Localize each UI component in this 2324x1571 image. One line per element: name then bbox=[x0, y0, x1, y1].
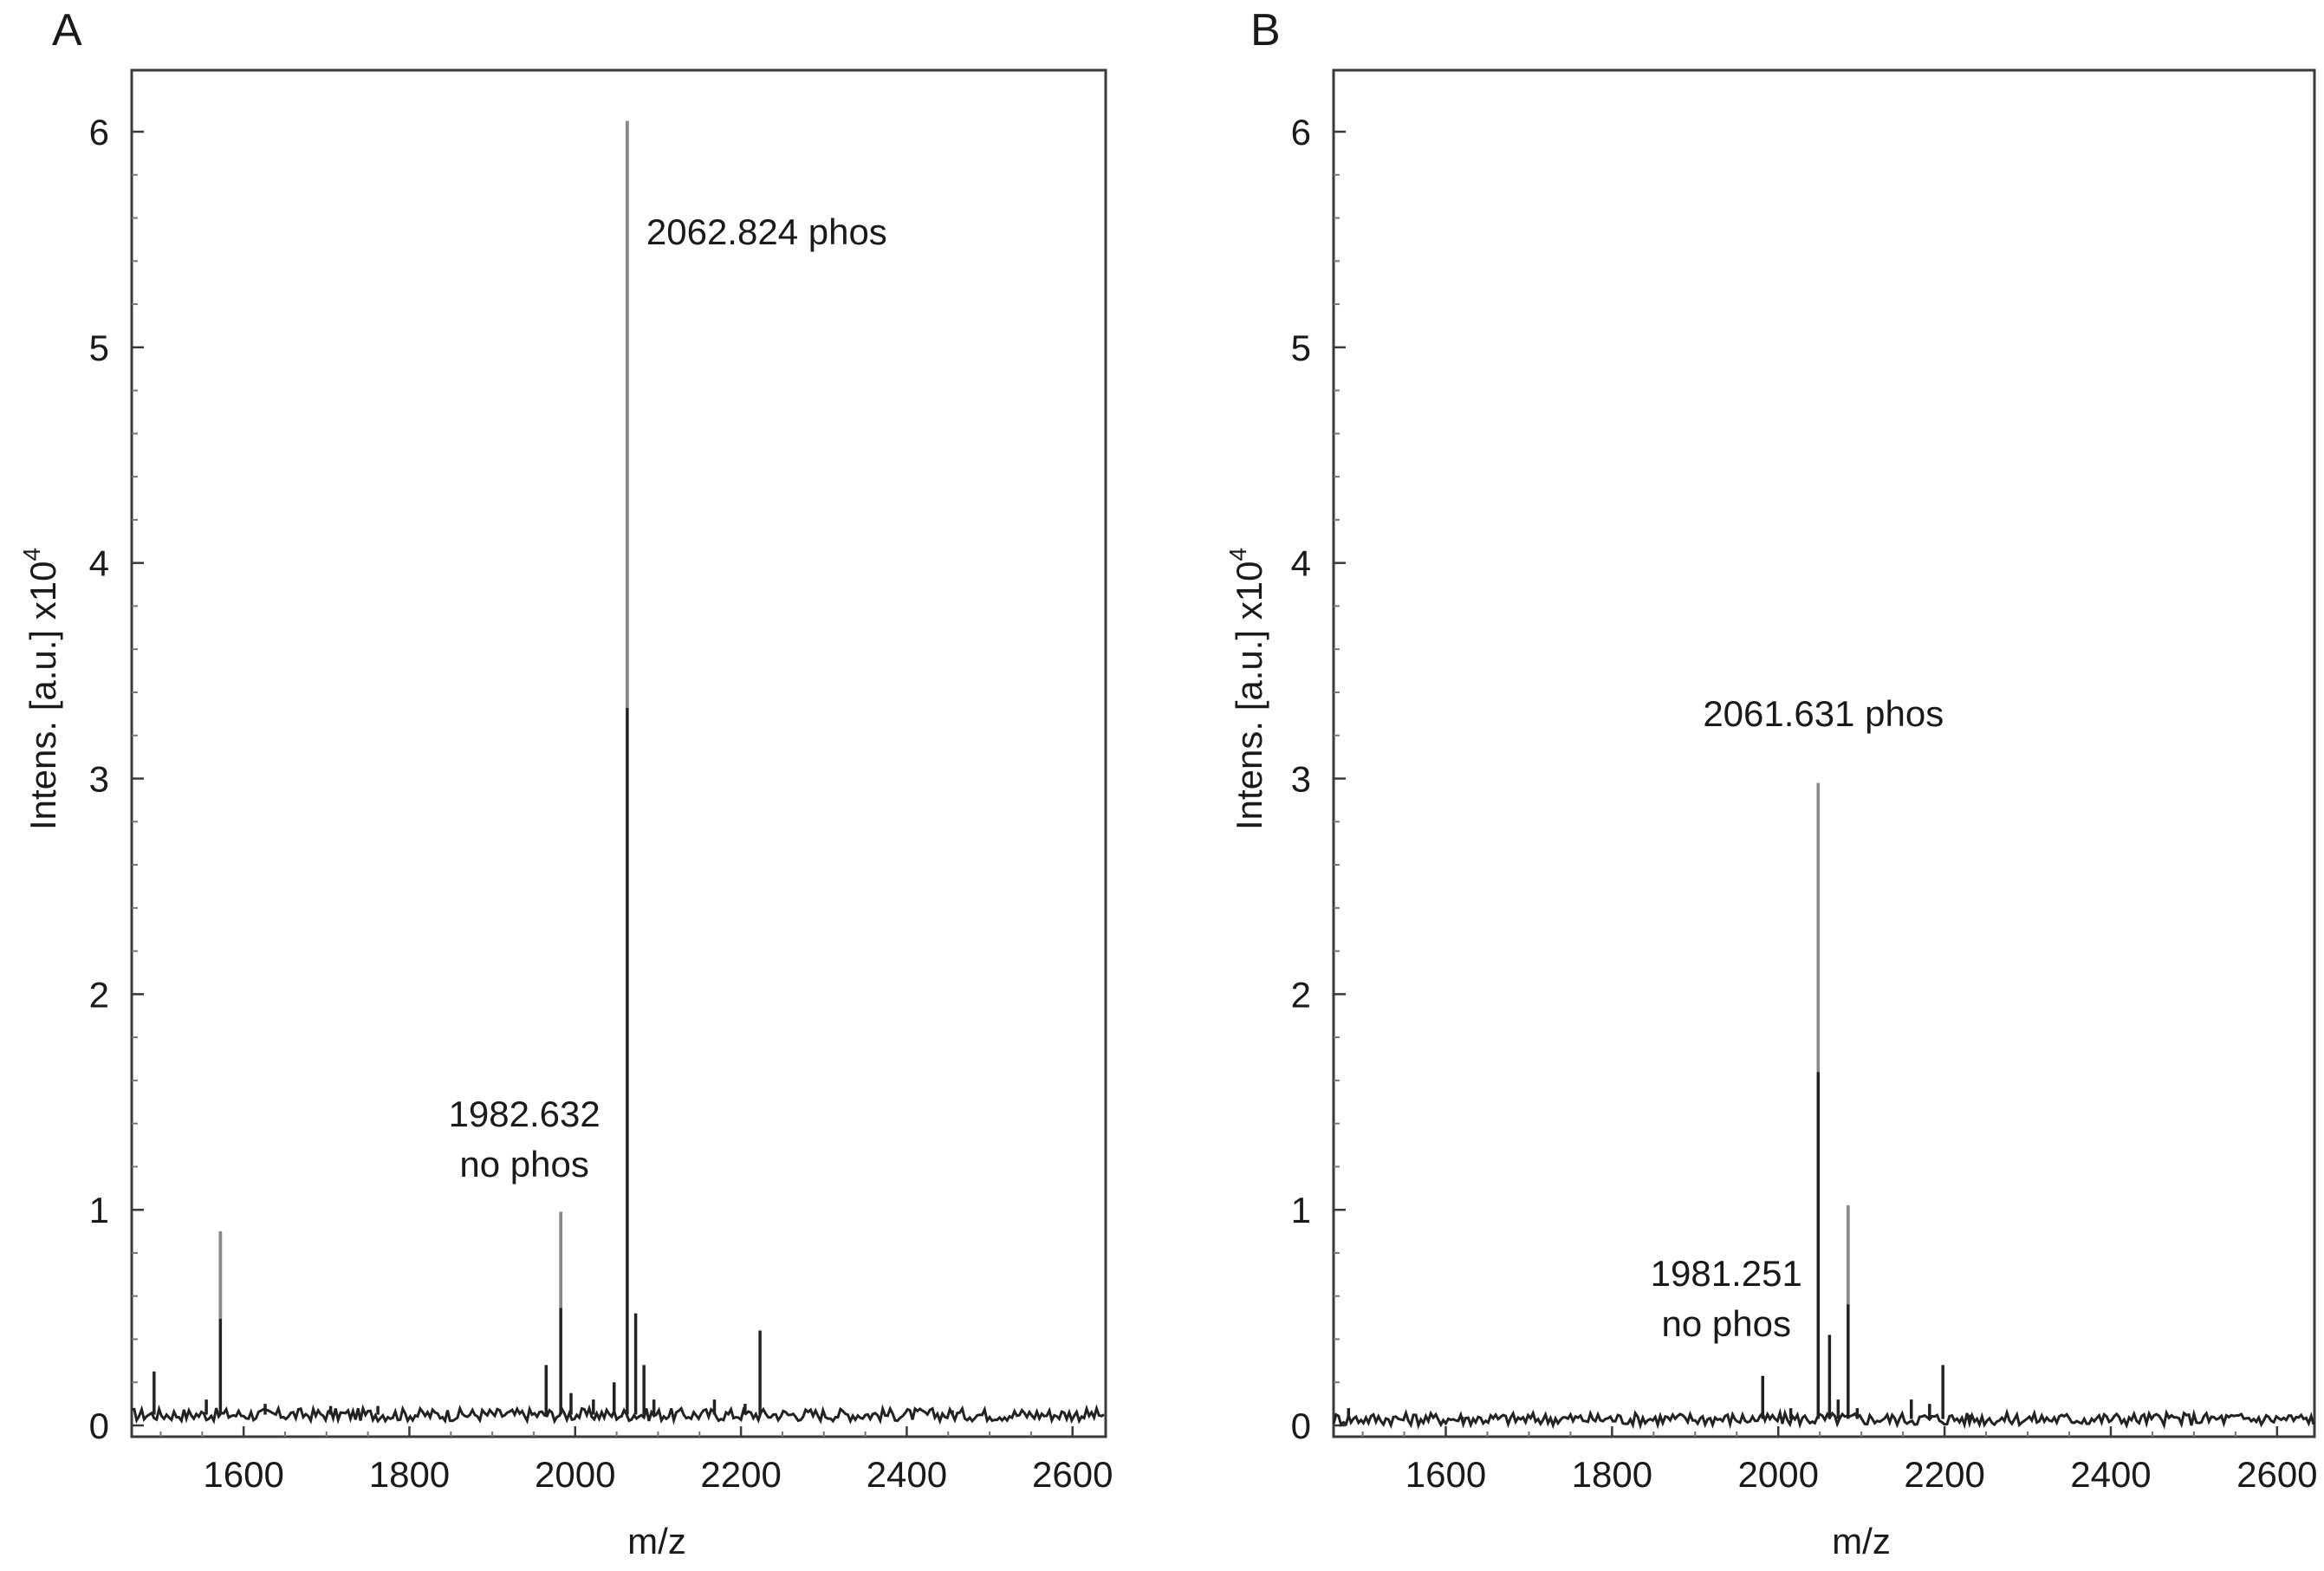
panel-a-annotations: 2062.824 phos 1982.632 no phos bbox=[449, 211, 887, 1185]
x-tick-label: 1800 bbox=[369, 1454, 450, 1495]
panel-a-y-axis-label-exponent: 4 bbox=[18, 548, 45, 562]
y-tick-label: 5 bbox=[89, 328, 109, 368]
panel-a-plot-frame bbox=[130, 68, 1107, 1438]
panel-b-annotations: 2061.631 phos 1981.251 no phos bbox=[1651, 693, 1944, 1344]
y-tick-label: 6 bbox=[89, 112, 109, 153]
y-tick-label: 0 bbox=[1291, 1405, 1311, 1446]
panel-a-letter: A bbox=[52, 5, 82, 55]
x-tick-label: 1600 bbox=[203, 1454, 283, 1495]
panel-a-y-axis-label-text: Intens. [a.u.] x10 bbox=[23, 562, 63, 831]
x-tick-label: 2400 bbox=[867, 1454, 947, 1495]
x-tick-label: 1800 bbox=[1572, 1454, 1652, 1495]
panel-b-plot-frame bbox=[1332, 68, 2316, 1438]
spectrum-baseline bbox=[1332, 1407, 2315, 1431]
x-tick-label: 2000 bbox=[535, 1454, 615, 1495]
spectrum-baseline bbox=[131, 1404, 1105, 1425]
panel-a-x-axis-label: m/z bbox=[627, 1521, 686, 1561]
y-tick-label: 4 bbox=[89, 543, 109, 584]
x-tick-label: 2200 bbox=[700, 1454, 781, 1495]
peak-annotation-label: 2062.824 phos bbox=[646, 211, 887, 252]
x-tick-label: 2600 bbox=[2236, 1454, 2317, 1495]
panel-a-y-axis: 0 1 2 3 4 5 6 bbox=[89, 112, 144, 1446]
panel-a: A 0 1 2 3 4 5 6 1600 1800 2000 2200 2400 2600 2062.… bbox=[18, 5, 1113, 1561]
peak-annotation-label: 2061.631 phos bbox=[1703, 693, 1944, 734]
panel-b-y-axis-label-text: Intens. [a.u.] x10 bbox=[1229, 562, 1269, 831]
y-tick-label: 3 bbox=[89, 759, 109, 800]
panel-a-spectrum bbox=[131, 120, 1105, 1425]
y-tick-label: 1 bbox=[1291, 1190, 1311, 1230]
panel-b-y-axis-label: Intens. [a.u.] x104 bbox=[1224, 548, 1269, 830]
panel-b-x-axis: 1600 1800 2000 2200 2400 2600 bbox=[1361, 1426, 2318, 1495]
y-tick-label: 0 bbox=[89, 1405, 109, 1446]
panel-b-letter: B bbox=[1250, 5, 1281, 55]
y-tick-label: 6 bbox=[1291, 112, 1311, 153]
peak-annotation-label: 1982.632 bbox=[449, 1094, 600, 1134]
x-tick-label: 2600 bbox=[1032, 1454, 1113, 1495]
panel-b: B 0 1 2 3 4 5 6 1600 1800 2000 2200 2400 2600 2061.… bbox=[1224, 5, 2318, 1561]
x-tick-label: 2000 bbox=[1738, 1454, 1819, 1495]
panel-b-y-axis: 0 1 2 3 4 5 6 bbox=[1291, 112, 1346, 1446]
y-tick-label: 1 bbox=[89, 1190, 109, 1230]
x-tick-label: 1600 bbox=[1405, 1454, 1486, 1495]
peak-annotation-label: 1981.251 bbox=[1651, 1253, 1802, 1294]
panel-b-y-axis-label-exponent: 4 bbox=[1224, 548, 1251, 562]
x-tick-label: 2200 bbox=[1904, 1454, 1984, 1495]
y-tick-label: 3 bbox=[1291, 759, 1311, 800]
panel-b-spectrum bbox=[1332, 782, 2315, 1431]
y-tick-label: 2 bbox=[89, 974, 109, 1015]
panel-a-y-axis-label: Intens. [a.u.] x104 bbox=[18, 548, 63, 830]
peak-annotation-sublabel: no phos bbox=[1662, 1303, 1791, 1344]
y-tick-label: 4 bbox=[1291, 543, 1311, 584]
y-tick-label: 2 bbox=[1291, 974, 1311, 1015]
panel-a-x-axis: 1600 1800 2000 2200 2400 2600 bbox=[159, 1426, 1113, 1495]
panel-b-x-axis-label: m/z bbox=[1832, 1521, 1891, 1561]
peak-annotation-sublabel: no phos bbox=[459, 1144, 588, 1185]
x-tick-label: 2400 bbox=[2070, 1454, 2151, 1495]
y-tick-label: 5 bbox=[1291, 328, 1311, 368]
